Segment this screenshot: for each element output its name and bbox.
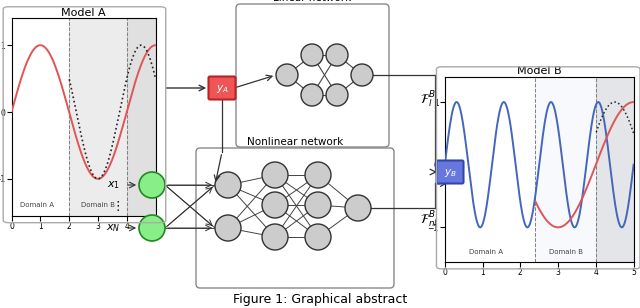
Circle shape (262, 162, 288, 188)
FancyBboxPatch shape (196, 148, 394, 288)
Text: $x_1$: $x_1$ (107, 179, 120, 191)
Text: $y_A$: $y_A$ (216, 83, 228, 95)
Text: Linear network: Linear network (273, 0, 351, 3)
Bar (536, 77, 634, 262)
Circle shape (326, 44, 348, 66)
Circle shape (262, 224, 288, 250)
Text: $x_N$: $x_N$ (106, 222, 120, 234)
Circle shape (326, 84, 348, 106)
Circle shape (215, 172, 241, 198)
Circle shape (305, 224, 331, 250)
Text: $\mathcal{F}_{nl}^B$: $\mathcal{F}_{nl}^B$ (420, 210, 438, 230)
Bar (596, 77, 634, 262)
Circle shape (305, 192, 331, 218)
Text: Domain B: Domain B (81, 202, 115, 208)
Text: Domain B: Domain B (548, 249, 582, 255)
Text: Figure 1: Graphical abstract: Figure 1: Graphical abstract (233, 294, 407, 306)
Text: $y_B$: $y_B$ (444, 167, 456, 179)
Circle shape (215, 215, 241, 241)
Circle shape (301, 44, 323, 66)
FancyBboxPatch shape (236, 4, 389, 147)
Text: Nonlinear network: Nonlinear network (247, 137, 343, 147)
Circle shape (301, 84, 323, 106)
Circle shape (351, 64, 373, 86)
Circle shape (276, 64, 298, 86)
Circle shape (345, 195, 371, 221)
FancyBboxPatch shape (436, 160, 463, 184)
Text: Domain A: Domain A (20, 202, 54, 208)
Text: $\vdots$: $\vdots$ (111, 199, 120, 213)
FancyBboxPatch shape (209, 76, 236, 99)
Bar (69, 18, 156, 216)
Bar (127, 18, 156, 216)
Circle shape (305, 162, 331, 188)
Text: Domain A: Domain A (469, 249, 503, 255)
Text: $\mathcal{F}_l^B$: $\mathcal{F}_l^B$ (420, 90, 436, 110)
Circle shape (139, 172, 165, 198)
Circle shape (262, 192, 288, 218)
Title: Model B: Model B (517, 66, 561, 76)
Title: Model A: Model A (61, 8, 106, 18)
Circle shape (139, 215, 165, 241)
